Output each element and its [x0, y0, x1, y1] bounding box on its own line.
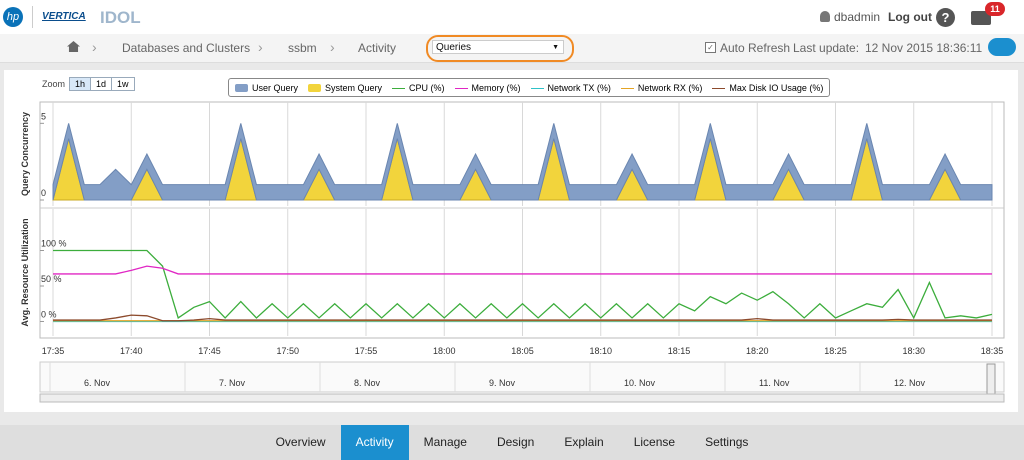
refresh-button[interactable] [988, 38, 1016, 56]
x-tick-label: 18:15 [668, 346, 691, 356]
legend-label: Network TX (%) [547, 82, 611, 93]
selector-value: Queries [436, 42, 472, 53]
line [53, 249, 993, 320]
tab[interactable]: Settings [705, 435, 749, 449]
home-icon[interactable] [67, 41, 80, 52]
legend-swatch [308, 84, 322, 93]
vertica-logo: VERTICA [42, 11, 86, 22]
tab[interactable]: License [633, 435, 676, 449]
legend-item[interactable]: Max Disk IO Usage (%) [712, 83, 823, 93]
separator: › [330, 39, 335, 55]
navigator-label: 11. Nov [759, 378, 790, 388]
x-tick-label: 18:25 [824, 346, 847, 356]
navigator-label: 6. Nov [84, 378, 111, 388]
checkbox[interactable]: ✓ [705, 42, 716, 53]
auto-refresh-label: Auto Refresh [720, 41, 791, 55]
navigator [39, 361, 1005, 393]
dropdown-arrow: ▼ [552, 44, 559, 51]
x-tick-label: 17:35 [42, 346, 65, 356]
x-tick-label: 18:20 [746, 346, 769, 356]
scrollbar [39, 393, 1005, 403]
highlight [426, 35, 574, 62]
tab[interactable]: Activity [340, 425, 409, 460]
legend-item[interactable]: System Query [308, 83, 382, 93]
last-update: 12 Nov 2015 18:36:11 [865, 41, 983, 55]
legend-swatch [530, 87, 544, 89]
x-tick-label: 17:45 [198, 346, 221, 356]
last-update-label: Last update: [793, 41, 860, 55]
chart-panel [4, 70, 1018, 412]
crumb[interactable]: Databases and Clusters [122, 41, 251, 55]
tab[interactable]: Overview [275, 435, 326, 449]
navigator-label: 9. Nov [489, 378, 516, 388]
y-tick-label: 0 [41, 188, 46, 198]
separator: › [258, 39, 263, 55]
legend-item[interactable]: CPU (%) [392, 83, 445, 93]
legend-swatch [392, 87, 406, 89]
area [52, 123, 993, 201]
user-name[interactable]: dbadmin [834, 10, 881, 24]
crumb: Activity [358, 41, 397, 55]
legend-swatch [712, 87, 726, 89]
legend-label: Max Disk IO Usage (%) [729, 82, 824, 93]
legend-item[interactable]: Network TX (%) [530, 82, 611, 93]
navigator-label: 12. Nov [894, 378, 926, 388]
x-tick-label: 18:30 [902, 346, 925, 356]
hp-logo: hp [3, 7, 23, 27]
notification-badge: 11 [985, 2, 1005, 16]
legend-swatch [454, 87, 468, 89]
query-selector[interactable]: Queries ▼ [432, 40, 564, 54]
logout[interactable]: Log out [888, 10, 932, 24]
x-tick-label: 17:55 [355, 346, 378, 356]
tab[interactable]: Explain [564, 435, 604, 449]
tab-bar: Overview Activity Manage Design Explain Licen… [0, 425, 1024, 460]
navigator-label: 7. Nov [219, 378, 246, 388]
header: hp VERTICA IDOL dbadmin Log out ? 11 [0, 0, 1024, 34]
crumb[interactable]: ssbm [288, 41, 317, 55]
legend-label: User Query [252, 82, 299, 93]
zoom-button[interactable]: 1w [111, 77, 135, 91]
y-axis-title: Query Concurrency [20, 112, 30, 196]
y-axis-title: Avg. Resource Utilization [20, 218, 30, 326]
separator: › [92, 39, 97, 55]
line [53, 314, 992, 322]
zoom-buttons: 1h 1d 1w [69, 77, 135, 91]
legend-label: Memory (%) [471, 82, 521, 93]
legend-label: CPU (%) [409, 82, 445, 93]
help-button[interactable]: ? [936, 8, 955, 27]
mail-icon[interactable] [971, 11, 991, 25]
y-tick-label: 5 [41, 111, 46, 121]
x-tick-label: 18:00 [433, 346, 456, 356]
legend-swatch [235, 84, 248, 93]
zoom-button[interactable]: 1d [90, 77, 113, 91]
tab[interactable]: Manage [423, 435, 467, 449]
product-name: IDOL [100, 8, 141, 27]
x-tick-label: 17:40 [120, 346, 143, 356]
legend-item[interactable]: User Query [235, 83, 298, 93]
legend: User Query System Query CPU (%) Memory (%) N… [228, 78, 831, 97]
user-icon [820, 11, 830, 22]
line [53, 265, 992, 275]
legend-label: Network RX (%) [637, 82, 703, 93]
legend-swatch [620, 87, 634, 89]
x-tick-label: 18:05 [511, 346, 534, 356]
navigator-label: 10. Nov [624, 378, 656, 388]
legend-item[interactable]: Memory (%) [454, 82, 521, 93]
charts: 17:35 17:40 17:45 17:50 17:55 18:00 18:05 18:10… [20, 101, 1005, 403]
legend-label: System Query [325, 82, 383, 93]
tab[interactable]: Design [496, 435, 535, 449]
x-tick-label: 18:10 [589, 346, 612, 356]
divider [32, 6, 33, 28]
y-tick-label: 0 % [41, 309, 57, 319]
zoom-label: Zoom [42, 79, 66, 89]
y-tick-label: 100 % [41, 238, 67, 248]
navigator-label: 8. Nov [354, 378, 381, 388]
x-tick-label: 18:35 [981, 346, 1004, 356]
x-tick-label: 17:50 [276, 346, 299, 356]
y-tick-label: 50 % [41, 274, 62, 284]
breadcrumb-bar: › Databases and Clusters › ssbm › Activi… [0, 34, 1024, 63]
legend-item[interactable]: Network RX (%) [620, 82, 703, 93]
